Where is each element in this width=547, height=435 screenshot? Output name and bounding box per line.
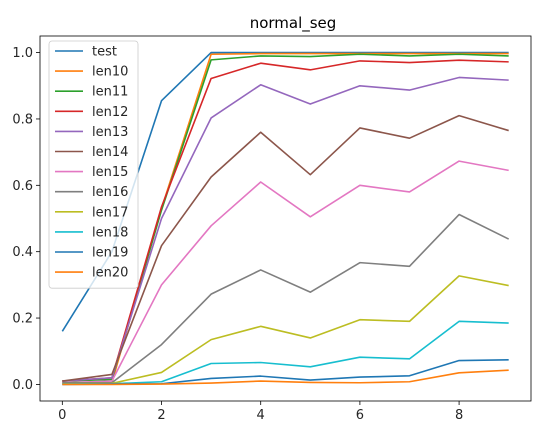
legend-label-len13: len13	[92, 125, 128, 140]
series-line-len14	[62, 114, 509, 382]
y-axis: 0.0 0.2 0.4 0.6 0.8 1.0	[12, 46, 40, 393]
series-line-len13	[62, 76, 509, 382]
x-axis: 0 2 4 6 8	[58, 401, 463, 423]
legend-label-len19: len19	[92, 246, 128, 261]
series-line-len16	[62, 213, 510, 384]
plot-frame	[39, 35, 532, 402]
y-tick-label: 0.0	[12, 378, 33, 393]
legend-label-len15: len15	[92, 165, 128, 180]
legend-label-len16: len16	[92, 185, 128, 200]
series-line-len17	[62, 275, 509, 385]
legend-label-len20: len20	[92, 266, 128, 281]
legend-label-len10: len10	[92, 65, 128, 80]
series-line-len20	[62, 369, 509, 386]
y-tick-label: 0.6	[12, 179, 33, 194]
y-tick-label: 0.2	[12, 312, 33, 327]
y-tick-label: 0.8	[12, 112, 33, 127]
x-tick-label: 8	[455, 408, 463, 423]
series-line-len12	[62, 59, 509, 382]
legend-label-test: test	[92, 45, 117, 60]
chart-title: normal_seg	[250, 14, 337, 33]
x-tick-label: 6	[356, 408, 364, 423]
y-tick-label: 1.0	[12, 46, 33, 61]
x-tick-label: 2	[157, 408, 165, 423]
series-line-len18	[62, 320, 509, 385]
legend-label-len11: len11	[92, 85, 128, 100]
series-layer	[61, 51, 510, 386]
legend-label-len17: len17	[92, 205, 128, 220]
series-line-len19	[62, 359, 509, 386]
legend-box	[48, 40, 139, 289]
legend: test len10 len11 len12 len13 len14 len15 len16 l…	[48, 40, 139, 289]
legend-label-len12: len12	[92, 105, 128, 120]
legend-label-len14: len14	[92, 145, 128, 160]
series-line-len15	[62, 160, 509, 384]
x-tick-label: 0	[58, 408, 66, 423]
legend-label-len18: len18	[92, 225, 128, 240]
y-tick-label: 0.4	[12, 245, 33, 260]
x-tick-label: 4	[257, 408, 265, 423]
